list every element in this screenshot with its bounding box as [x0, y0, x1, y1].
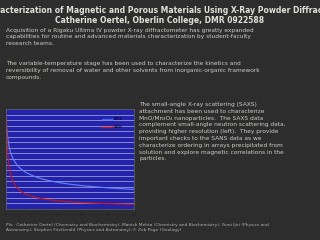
Text: PIs:  Catherine Oertel (Chemistry and Biochemistry), Manish Mehta (Chemistry and: PIs: Catherine Oertel (Chemistry and Bio… — [6, 223, 268, 232]
Text: Characterization of Magnetic and Porous Materials Using X-Ray Powder Diffraction: Characterization of Magnetic and Porous … — [0, 6, 320, 15]
Text: Acquisition of a Rigaku Ultima IV powder X-ray diffractometer has greatly expand: Acquisition of a Rigaku Ultima IV powder… — [6, 28, 253, 46]
Text: SANS: SANS — [114, 125, 123, 129]
Text: Catherine Oertel, Oberlin College, DMR 0922588: Catherine Oertel, Oberlin College, DMR 0… — [55, 16, 265, 25]
Text: The small-angle X-ray scattering (SAXS)
attachment has been used to characterize: The small-angle X-ray scattering (SAXS) … — [139, 102, 286, 161]
Text: The variable-temperature stage has been used to characterize the kinetics and
re: The variable-temperature stage has been … — [6, 61, 260, 80]
Text: SAXS: SAXS — [114, 117, 123, 121]
